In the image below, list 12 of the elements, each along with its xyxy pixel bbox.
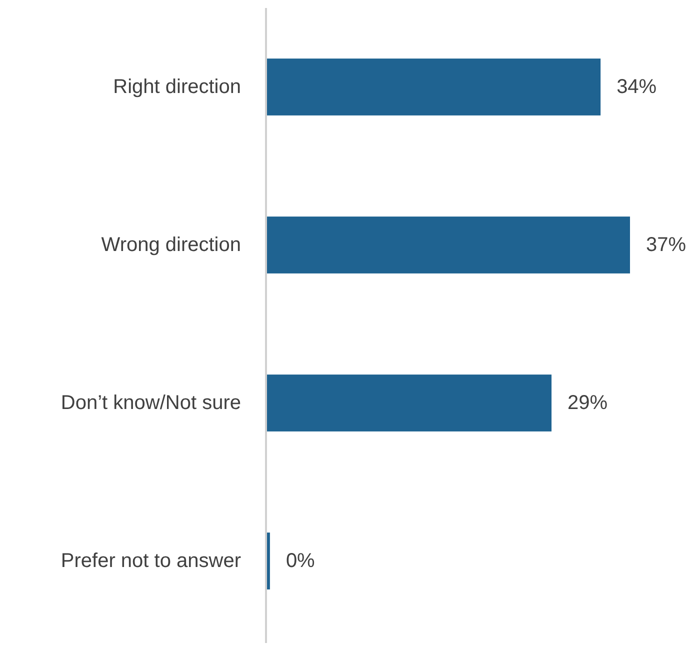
bar (267, 58, 601, 116)
bar (267, 374, 552, 432)
y-tick-label: Prefer not to answer (60, 550, 242, 572)
y-tick-label: Don’t know/Not sure (60, 392, 241, 414)
data-label: 29% (568, 392, 608, 414)
bar (267, 216, 630, 274)
bar (267, 532, 270, 590)
data-label: 37% (646, 234, 686, 256)
data-label: 34% (616, 76, 657, 98)
y-tick-label: Right direction (113, 76, 241, 98)
y-tick-label: Wrong direction (101, 234, 241, 256)
data-label: 0% (286, 550, 316, 572)
